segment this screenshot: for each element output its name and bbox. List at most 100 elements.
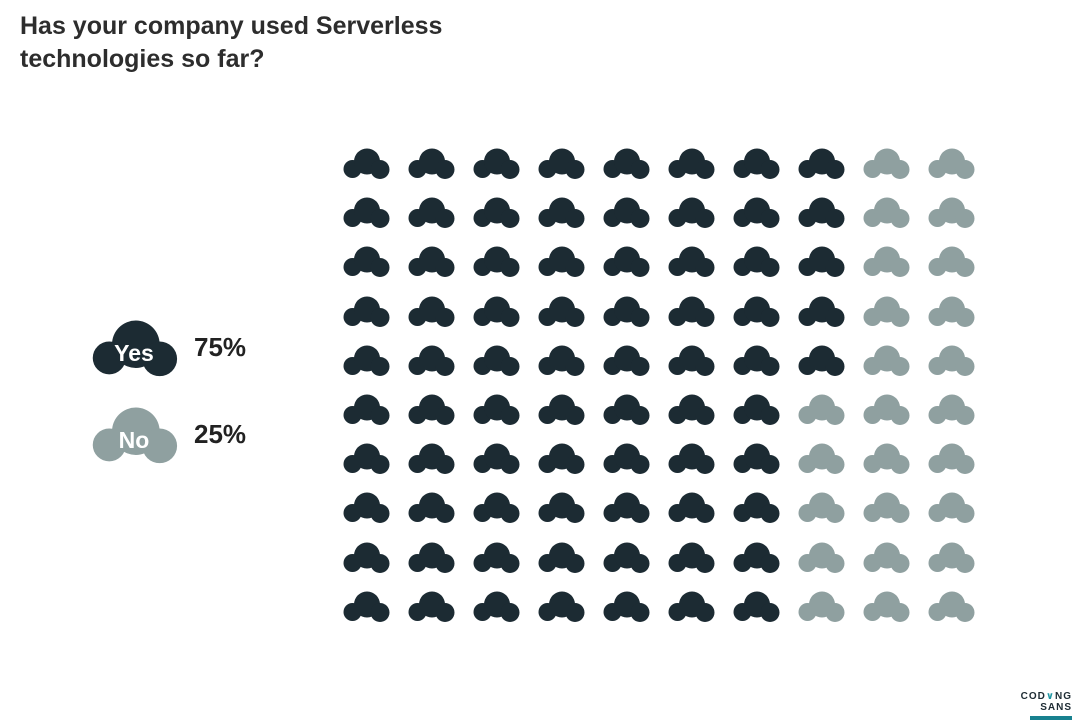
legend-label-no: No [118, 426, 150, 453]
cloud-icon-no [862, 589, 910, 623]
cloud-icon-no [862, 146, 910, 180]
logo-underline-bar [1030, 716, 1072, 720]
cloud-icon-yes [732, 343, 780, 377]
cloud-icon-yes [602, 441, 650, 475]
cloud-icon-yes [732, 244, 780, 278]
cloud-icon-yes [797, 294, 845, 328]
cloud-icon-no [862, 195, 910, 229]
cloud-icon-no [862, 244, 910, 278]
cloud-icon-yes [342, 195, 390, 229]
cloud-icon-no [862, 540, 910, 574]
cloud-icon-yes [537, 540, 585, 574]
cloud-icon-yes [537, 392, 585, 426]
cloud-icon-yes [797, 146, 845, 180]
cloud-icon-no [927, 343, 975, 377]
cloud-icon-yes [407, 146, 455, 180]
cloud-icon-yes [537, 343, 585, 377]
cloud-icon-yes [732, 589, 780, 623]
cloud-icon-no [927, 540, 975, 574]
cloud-icon-no [927, 441, 975, 475]
legend-cloud-yes: Yes [90, 316, 178, 378]
cloud-icon-yes [342, 244, 390, 278]
cloud-icon-yes [667, 294, 715, 328]
legend-cloud-no: No [90, 403, 178, 465]
legend-item-no: No 25% [90, 403, 246, 465]
cloud-icon-yes [667, 392, 715, 426]
cloud-icon-yes [537, 589, 585, 623]
cloud-icon-yes [407, 589, 455, 623]
cloud-icon-no [927, 589, 975, 623]
cloud-icon-yes [407, 441, 455, 475]
cloud-icon-yes [797, 195, 845, 229]
logo-line-bottom: SANS [1040, 701, 1072, 713]
cloud-icon-yes [407, 244, 455, 278]
cloud-icon-yes [472, 589, 520, 623]
legend-item-yes: Yes 75% [90, 316, 246, 378]
cloud-icon-yes [342, 589, 390, 623]
cloud-icon-no [862, 294, 910, 328]
cloud-icon-yes [732, 146, 780, 180]
page-title: Has your company used Serverless technol… [20, 12, 443, 73]
cloud-icon-yes [667, 195, 715, 229]
cloud-icon-no [797, 540, 845, 574]
logo-line-top: COD∨NG [1020, 691, 1072, 702]
cloud-icon-yes [602, 540, 650, 574]
cloud-icon-yes [602, 343, 650, 377]
cloud-icon-yes [407, 540, 455, 574]
cloud-icon-yes [342, 146, 390, 180]
cloud-icon-no [797, 441, 845, 475]
cloud-icon-yes [472, 294, 520, 328]
cloud-icon-yes [667, 540, 715, 574]
cloud-icon-yes [342, 490, 390, 524]
cloud-icon-yes [537, 244, 585, 278]
cloud-icon-no [797, 589, 845, 623]
cloud-icon-no [862, 441, 910, 475]
cloud-icon-yes [342, 343, 390, 377]
cloud-icon-yes [407, 195, 455, 229]
cloud-icon-yes [407, 392, 455, 426]
cloud-icon-yes [472, 490, 520, 524]
cloud-icon-yes [472, 244, 520, 278]
cloud-icon-yes [732, 392, 780, 426]
cloud-icon-yes [537, 146, 585, 180]
cloud-icon-no [797, 490, 845, 524]
cloud-icon-yes [667, 589, 715, 623]
cloud-icon-yes [407, 294, 455, 328]
cloud-icon-no [862, 490, 910, 524]
cloud-icon-no [927, 392, 975, 426]
cloud-icon-no [862, 392, 910, 426]
cloud-icon-yes [472, 146, 520, 180]
cloud-icon-yes [342, 294, 390, 328]
cloud-icon-yes [667, 146, 715, 180]
cloud-icon-yes [537, 441, 585, 475]
cloud-icon-yes [602, 146, 650, 180]
cloud-icon [92, 407, 178, 464]
coding-sans-logo: COD∨NG SANS [1020, 691, 1072, 720]
cloud-icon-yes [732, 195, 780, 229]
waffle-grid [342, 146, 992, 638]
cloud-icon-yes [732, 294, 780, 328]
cloud-icon-no [927, 195, 975, 229]
cloud-icon-yes [472, 441, 520, 475]
cloud-icon-yes [602, 294, 650, 328]
cloud-icon-yes [342, 392, 390, 426]
legend-value-yes: 75% [194, 331, 247, 362]
cloud-icon-yes [602, 392, 650, 426]
cloud-icon-yes [732, 490, 780, 524]
cloud-icon-yes [732, 441, 780, 475]
cloud-icon-yes [602, 589, 650, 623]
cloud-icon-yes [667, 490, 715, 524]
cloud-icon-yes [667, 441, 715, 475]
cloud-icon-yes [797, 343, 845, 377]
cloud-icon-yes [537, 490, 585, 524]
cloud-icon-yes [472, 343, 520, 377]
cloud-icon-yes [537, 294, 585, 328]
cloud-icon-yes [407, 343, 455, 377]
cloud-icon-yes [667, 343, 715, 377]
cloud-icon-yes [342, 441, 390, 475]
cloud-icon-yes [602, 244, 650, 278]
cloud-icon-no [862, 343, 910, 377]
cloud-icon-yes [602, 490, 650, 524]
cloud-icon-yes [342, 540, 390, 574]
